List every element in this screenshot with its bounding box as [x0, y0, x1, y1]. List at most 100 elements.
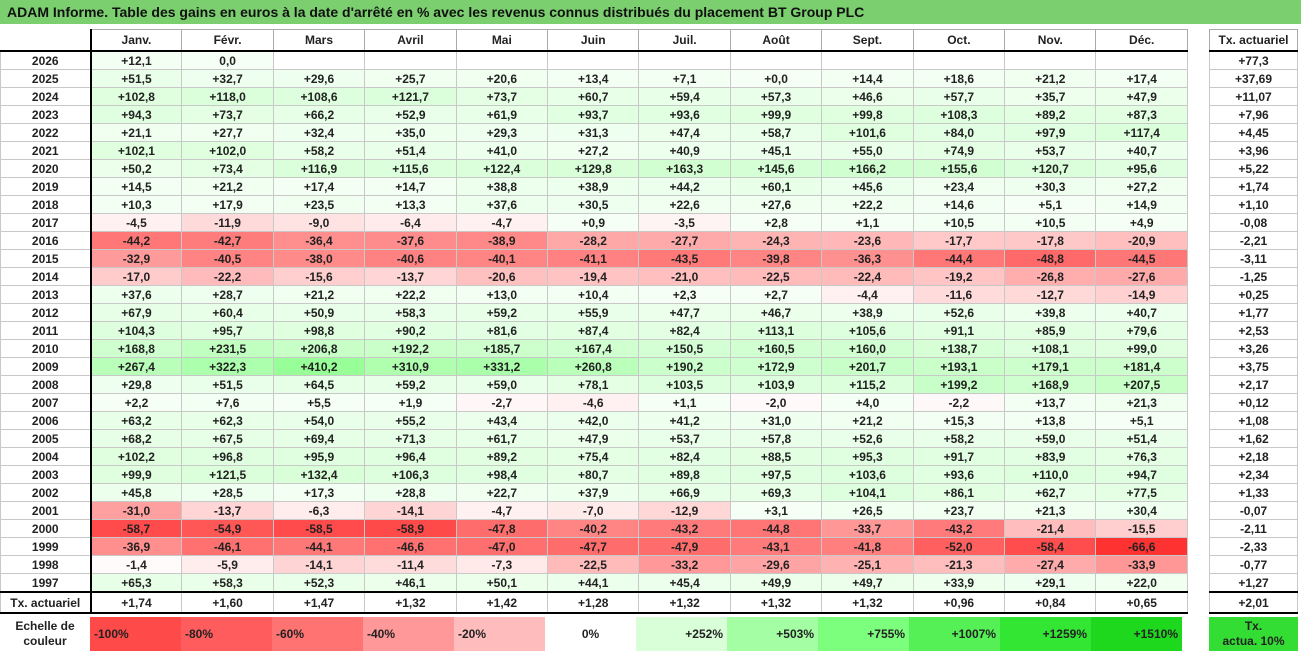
- gain-cell: +13,0: [455, 285, 549, 304]
- actuarial-rate-cell: +77,3: [1209, 50, 1298, 70]
- gain-cell: +67,5: [181, 429, 274, 448]
- gain-cell: -47,7: [547, 537, 640, 556]
- gain-cell: +62,3: [181, 411, 274, 430]
- gain-cell: +99,9: [729, 105, 823, 124]
- gain-cell: -13,7: [181, 501, 274, 520]
- gain-cell: +10,5: [1004, 213, 1097, 232]
- year-label: 2024: [0, 87, 92, 106]
- actuarial-rate-cell: +2,18: [1209, 447, 1298, 466]
- gain-cell: -12,7: [1004, 285, 1097, 304]
- gain-cell: +35,7: [1004, 87, 1097, 106]
- gain-cell: +30,5: [547, 195, 640, 214]
- gain-cell: +13,8: [1004, 411, 1097, 430]
- gain-cell: -19,4: [547, 267, 640, 286]
- gain-cell: +28,5: [181, 483, 274, 502]
- gain-cell: -40,5: [181, 249, 274, 268]
- gain-cell: +47,7: [638, 303, 731, 322]
- gain-cell: +68,2: [89, 429, 183, 448]
- gain-cell: +59,0: [1004, 429, 1097, 448]
- year-row: 2005 +68,2 +67,5 +69,4 +71,3 +61,7 +47,9 +53,7 +…: [0, 429, 1188, 448]
- gain-cell: +52,6: [912, 303, 1006, 322]
- corner-cell: [0, 29, 92, 52]
- gain-cell: +57,8: [729, 429, 823, 448]
- gain-cell: -39,8: [729, 249, 823, 268]
- gain-cell: +89,8: [638, 465, 731, 484]
- gain-cell: +121,7: [364, 87, 457, 106]
- gain-cell: +331,2: [455, 357, 549, 376]
- year-row: 2011 +104,3 +95,7 +98,8 +90,2 +81,6 +87,4 +82,4…: [0, 321, 1188, 340]
- actuarial-rate-cell: +1,33: [1209, 483, 1298, 502]
- year-row: 2015 -32,9 -40,5 -38,0 -40,6 -40,1 -41,1 -43,5-…: [0, 249, 1188, 268]
- year-row: 2025 +51,5 +32,7 +29,6 +25,7 +20,6 +13,4 +7,1 +0…: [0, 69, 1188, 88]
- gain-cell: +51,5: [89, 69, 183, 88]
- gain-cell: +138,7: [912, 339, 1006, 358]
- gain-cell: +181,4: [1095, 357, 1188, 376]
- gain-cell: +5,1: [1004, 195, 1097, 214]
- gain-cell: -44,8: [729, 519, 823, 538]
- gain-cell: +190,2: [638, 357, 731, 376]
- gain-cell: +78,1: [547, 375, 640, 394]
- gain-cell: +98,8: [272, 321, 366, 340]
- gain-cell: +118,0: [181, 87, 274, 106]
- year-row: 2018 +10,3 +17,9 +23,5 +13,3 +37,6 +30,5 +22,6 +…: [0, 195, 1188, 214]
- actuarial-rate-cell: +7,96: [1209, 105, 1298, 124]
- gain-cell: +102,0: [181, 141, 274, 160]
- gain-cell: -4,4: [821, 285, 914, 304]
- gain-cell: +96,4: [364, 447, 457, 466]
- gain-cell: +37,9: [547, 483, 640, 502]
- year-label: 1998: [0, 555, 92, 574]
- gain-cell: +28,8: [364, 483, 457, 502]
- gain-cell: +13,7: [1004, 393, 1097, 412]
- monthly-actuarial-rate: +0,96: [912, 591, 1006, 614]
- gain-cell: -9,0: [272, 213, 366, 232]
- gain-cell: -29,6: [729, 555, 823, 574]
- year-label: 2026: [0, 50, 92, 70]
- gain-cell: +5,1: [1095, 411, 1188, 430]
- gain-cell: +14,5: [89, 177, 183, 196]
- year-label: 2010: [0, 339, 92, 358]
- gain-cell: +167,4: [547, 339, 640, 358]
- gain-cell: -4,7: [455, 501, 549, 520]
- gain-cell: +32,4: [272, 123, 366, 142]
- year-label: 1999: [0, 537, 92, 556]
- gain-cell: +25,7: [364, 69, 457, 88]
- gain-cell: +108,6: [272, 87, 366, 106]
- gain-cell: +32,7: [181, 69, 274, 88]
- gain-cell: +22,0: [1095, 573, 1188, 593]
- monthly-actuarial-rate: +1,32: [729, 591, 823, 614]
- gain-cell: +27,7: [181, 123, 274, 142]
- gain-cell: -33,7: [821, 519, 914, 538]
- color-scale-legend: Echelle de couleur -100% -80% -60% -40% -20%…: [0, 617, 1188, 651]
- gain-cell: +46,6: [821, 87, 914, 106]
- actuarial-rate-cell: +1,27: [1209, 573, 1298, 593]
- gain-cell: +37,6: [455, 195, 549, 214]
- gain-cell: -43,5: [638, 249, 731, 268]
- gain-cell: [364, 50, 457, 70]
- actuarial-rate-cell: +1,77: [1209, 303, 1298, 322]
- gain-cell: -38,0: [272, 249, 366, 268]
- year-label: 2002: [0, 483, 92, 502]
- legend-swatch: -60%: [272, 617, 363, 651]
- gain-cell: +53,7: [1004, 141, 1097, 160]
- gain-cell: +55,2: [364, 411, 457, 430]
- gain-cell: -14,9: [1095, 285, 1188, 304]
- legend-label-line1: Echelle de: [15, 619, 75, 633]
- gain-cell: +12,1: [89, 50, 183, 70]
- gain-cell: +61,7: [455, 429, 549, 448]
- gain-cell: +47,9: [547, 429, 640, 448]
- gain-cell: +50,9: [272, 303, 366, 322]
- year-row: 2024 +102,8 +118,0 +108,6 +121,7 +73,7 +60,7 +5…: [0, 87, 1188, 106]
- gain-cell: +93,7: [547, 105, 640, 124]
- actuarial-rate-cell: +3,96: [1209, 141, 1298, 160]
- gain-cell: +98,4: [455, 465, 549, 484]
- year-row: 2008 +29,8 +51,5 +64,5 +59,2 +59,0 +78,1 +103,5…: [0, 375, 1188, 394]
- gain-cell: +58,7: [729, 123, 823, 142]
- year-label: 2011: [0, 321, 92, 340]
- actuarial-rate-cell: +2,53: [1209, 321, 1298, 340]
- gain-cell: +5,5: [272, 393, 366, 412]
- gain-cell: +55,0: [821, 141, 914, 160]
- gain-cell: +201,7: [821, 357, 914, 376]
- actuarial-rate-cell: -0,77: [1209, 555, 1298, 574]
- gain-cell: +38,8: [455, 177, 549, 196]
- gain-cell: +2,7: [729, 285, 823, 304]
